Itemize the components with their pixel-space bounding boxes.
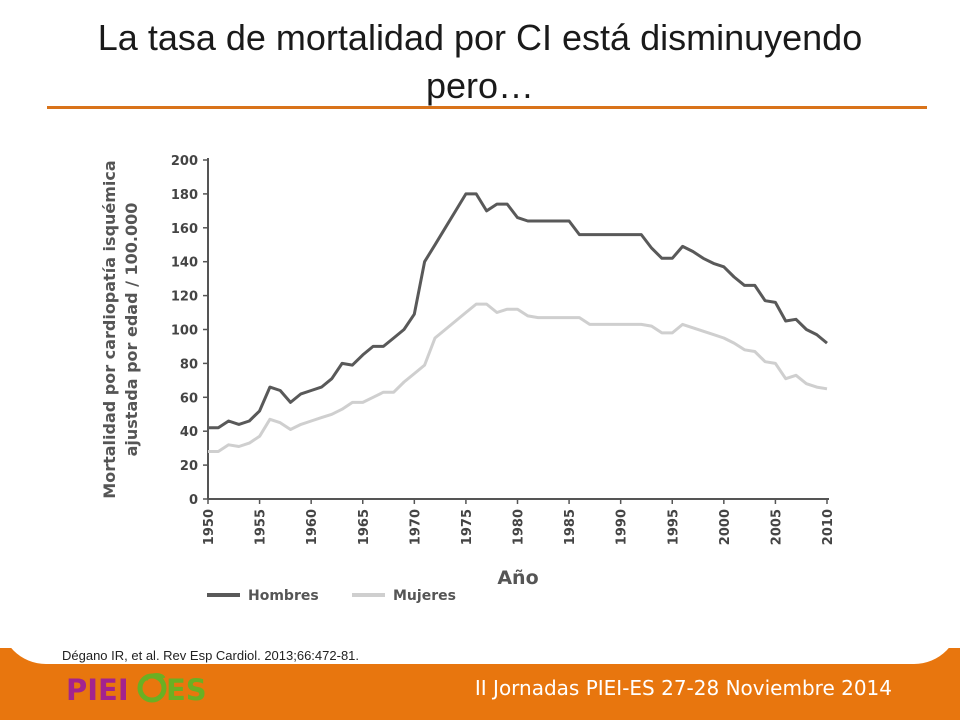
y-tick-label: 140 bbox=[171, 256, 198, 271]
x-tick-label: 1950 bbox=[202, 509, 217, 545]
y-axis-label-line: ajustada por edad / 100.000 bbox=[122, 203, 141, 457]
y-tick-labels: 0 20 40 60 80 100 120 140 160 180 200 bbox=[171, 154, 198, 508]
x-tick-label: 1975 bbox=[460, 509, 475, 545]
title-underline bbox=[47, 106, 927, 109]
series-line-mujeres bbox=[208, 302, 828, 453]
x-tick-label: 1970 bbox=[408, 509, 423, 545]
x-tick-label: 1965 bbox=[357, 509, 372, 545]
y-tick-label: 20 bbox=[180, 459, 198, 474]
x-axis-label: Año bbox=[497, 567, 538, 589]
x-tick-label: 2005 bbox=[769, 509, 784, 545]
x-tick-label: 1995 bbox=[666, 509, 681, 545]
y-tick-label: 0 bbox=[189, 493, 198, 508]
chart-series bbox=[208, 192, 828, 453]
event-footer: II Jornadas PIEI-ES 27-28 Noviembre 2014 bbox=[474, 676, 892, 700]
x-tick-labels: 1950 1955 1960 1965 1970 1975 1980 1985 1990 1995… bbox=[202, 509, 836, 545]
legend-label-hombres: Hombres bbox=[248, 588, 319, 604]
legend-label-mujeres: Mujeres bbox=[393, 588, 456, 604]
x-tick-label: 1955 bbox=[254, 509, 269, 545]
y-tick-label: 120 bbox=[171, 290, 198, 305]
chart-axes bbox=[203, 158, 829, 504]
series-line-hombres bbox=[208, 192, 828, 430]
piei-es-logo: PIEI ES bbox=[66, 673, 206, 707]
y-tick-label: 180 bbox=[171, 188, 198, 203]
y-tick-label: 100 bbox=[171, 324, 198, 339]
y-axis-label: Mortalidad por cardiopatía isquémica ajus… bbox=[100, 160, 141, 498]
logo-c-icon bbox=[137, 673, 167, 703]
logo-piei-text: PIEI bbox=[66, 673, 129, 707]
y-tick-label: 60 bbox=[180, 391, 198, 406]
y-tick-label: 160 bbox=[171, 222, 198, 237]
x-tick-label: 1985 bbox=[563, 509, 578, 545]
y-tick-label: 80 bbox=[180, 357, 198, 372]
x-tick-label: 1960 bbox=[305, 509, 320, 545]
y-tick-label: 40 bbox=[180, 425, 198, 440]
citation-text: Dégano IR, et al. Rev Esp Cardiol. 2013;… bbox=[62, 648, 360, 663]
slide-content-area bbox=[0, 0, 960, 664]
logo-es-text: ES bbox=[166, 673, 206, 707]
x-tick-label: 1980 bbox=[512, 509, 527, 545]
y-axis-label-line: Mortalidad por cardiopatía isquémica bbox=[100, 160, 119, 498]
logo-leaf-icon bbox=[144, 673, 166, 682]
x-tick-label: 2000 bbox=[718, 509, 733, 545]
y-tick-label: 200 bbox=[171, 154, 198, 169]
mortality-line-chart: Mortalidad por cardiopatía isquémica ajus… bbox=[100, 154, 836, 604]
chart-legend: Hombres Mujeres bbox=[207, 588, 456, 604]
x-tick-label: 1990 bbox=[615, 509, 630, 545]
x-tick-label: 2010 bbox=[821, 509, 836, 545]
slide-title: La tasa de mortalidad por CI está dismin… bbox=[97, 17, 863, 106]
